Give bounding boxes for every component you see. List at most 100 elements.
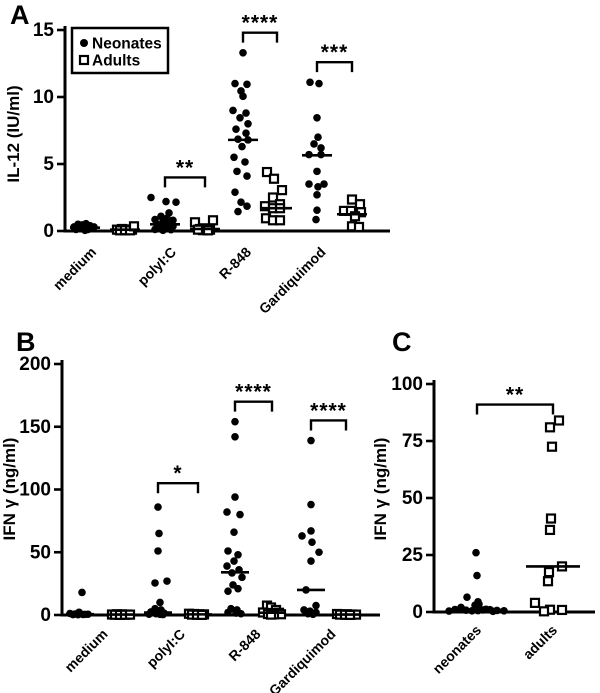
data-point-neonates xyxy=(231,417,239,426)
data-point-neonates xyxy=(320,180,328,188)
data-point-neonates xyxy=(230,528,238,536)
data-point-neonates xyxy=(224,587,232,595)
data-point-neonates xyxy=(231,493,239,501)
data-point-neonates xyxy=(236,113,244,122)
data-point-adults xyxy=(553,415,565,426)
data-point-neonates xyxy=(151,225,159,234)
data-point-neonates xyxy=(243,80,251,89)
significance-bracket xyxy=(309,419,348,431)
data-point-neonates xyxy=(313,167,321,176)
panel-C-y-axis-label: IFN γ (ng/ml) xyxy=(371,438,390,541)
data-point-adults xyxy=(544,422,556,433)
panel-B-y-tick-label: 50 xyxy=(30,542,51,563)
data-point-neonates xyxy=(307,557,315,565)
significance-stars: **** xyxy=(235,381,272,404)
data-point-neonates xyxy=(231,432,239,441)
data-point-neonates xyxy=(473,571,481,580)
data-point-neonates xyxy=(312,215,320,224)
data-point-adults xyxy=(267,192,279,203)
data-point-neonates xyxy=(309,610,317,619)
data-point-neonates xyxy=(78,588,86,597)
data-point-neonates xyxy=(243,202,251,211)
significance-bracket xyxy=(475,403,555,415)
data-point-neonates xyxy=(154,503,162,511)
legend-label: Neonates xyxy=(92,36,162,53)
data-point-neonates xyxy=(239,48,247,57)
data-point-adults xyxy=(556,604,568,616)
data-point-neonates xyxy=(314,133,322,141)
data-point-adults xyxy=(346,194,358,205)
data-point-neonates xyxy=(313,206,321,215)
data-point-neonates xyxy=(472,548,480,557)
data-point-neonates xyxy=(307,500,315,509)
data-point-adults xyxy=(202,225,214,236)
data-point-neonates xyxy=(307,436,315,445)
data-point-adults xyxy=(276,185,288,196)
data-point-neonates xyxy=(237,609,245,618)
data-point-neonates xyxy=(224,608,232,617)
data-point-adults xyxy=(529,597,541,608)
data-point-neonates xyxy=(298,532,306,540)
data-point-neonates xyxy=(234,584,242,593)
panel-A-y-tick-label: 0 xyxy=(43,221,54,242)
panel-A-y-tick-label: 10 xyxy=(33,87,54,108)
significance-bracket xyxy=(233,400,274,412)
data-point-adults xyxy=(207,215,219,226)
data-point-neonates xyxy=(223,562,231,570)
panel-A-category-label: R-848 xyxy=(216,244,254,282)
data-point-neonates xyxy=(308,538,316,547)
data-point-neonates xyxy=(223,508,231,516)
panel-C-category-label: neonates xyxy=(429,622,484,677)
data-point-adults xyxy=(261,166,273,178)
data-point-neonates xyxy=(306,78,314,87)
data-point-adults xyxy=(265,609,277,620)
data-point-neonates xyxy=(310,140,318,148)
panel-B-y-tick-label: 200 xyxy=(19,354,51,375)
significance-stars: ** xyxy=(506,384,524,407)
data-point-neonates xyxy=(154,547,162,555)
data-point-neonates xyxy=(312,601,320,610)
data-point-neonates xyxy=(172,198,180,206)
significance-stars: **** xyxy=(242,12,279,35)
data-point-adults xyxy=(542,576,554,587)
data-point-neonates xyxy=(234,550,242,559)
data-point-neonates xyxy=(313,191,321,199)
panel-A-y-tick-label: 15 xyxy=(33,20,55,41)
significance-stars: ** xyxy=(176,156,194,179)
data-point-adults xyxy=(538,606,550,617)
data-point-adults xyxy=(544,524,556,536)
panel-label-C: C xyxy=(392,327,412,357)
data-point-neonates xyxy=(242,129,250,137)
panel-B-y-tick-label: 0 xyxy=(40,605,51,626)
data-point-neonates xyxy=(238,573,246,582)
data-point-adults xyxy=(543,566,555,578)
data-point-neonates xyxy=(241,158,249,166)
legend-marker-square xyxy=(78,54,90,66)
data-point-neonates xyxy=(230,557,238,565)
data-point-neonates xyxy=(230,153,238,162)
significance-bracket xyxy=(315,60,354,73)
data-point-neonates xyxy=(463,593,471,601)
data-point-neonates xyxy=(151,579,159,587)
data-point-adults xyxy=(546,441,558,452)
data-point-neonates xyxy=(232,125,240,133)
data-point-adults xyxy=(274,215,286,226)
panel-B-category-label: R-848 xyxy=(225,626,263,664)
data-point-neonates xyxy=(314,182,322,191)
panel-A-y-tick-label: 5 xyxy=(43,154,54,175)
data-point-neonates xyxy=(155,529,163,538)
data-point-neonates xyxy=(233,167,241,176)
panel-B-category-label: medium xyxy=(61,626,110,675)
data-point-neonates xyxy=(231,188,239,196)
significance-bracket xyxy=(163,176,207,188)
panel-C-y-tick-label: 25 xyxy=(402,545,424,566)
data-point-neonates xyxy=(313,113,321,122)
data-point-adults xyxy=(349,211,361,222)
panel-B-category-label: Gardiquimod xyxy=(266,626,339,693)
panel-B-y-tick-label: 100 xyxy=(19,480,51,501)
panel-C-y-tick-label: 0 xyxy=(412,602,423,623)
significance-stars: *** xyxy=(321,41,349,64)
panel-A-category-label: polyI:C xyxy=(134,244,179,289)
data-point-neonates xyxy=(231,79,239,88)
